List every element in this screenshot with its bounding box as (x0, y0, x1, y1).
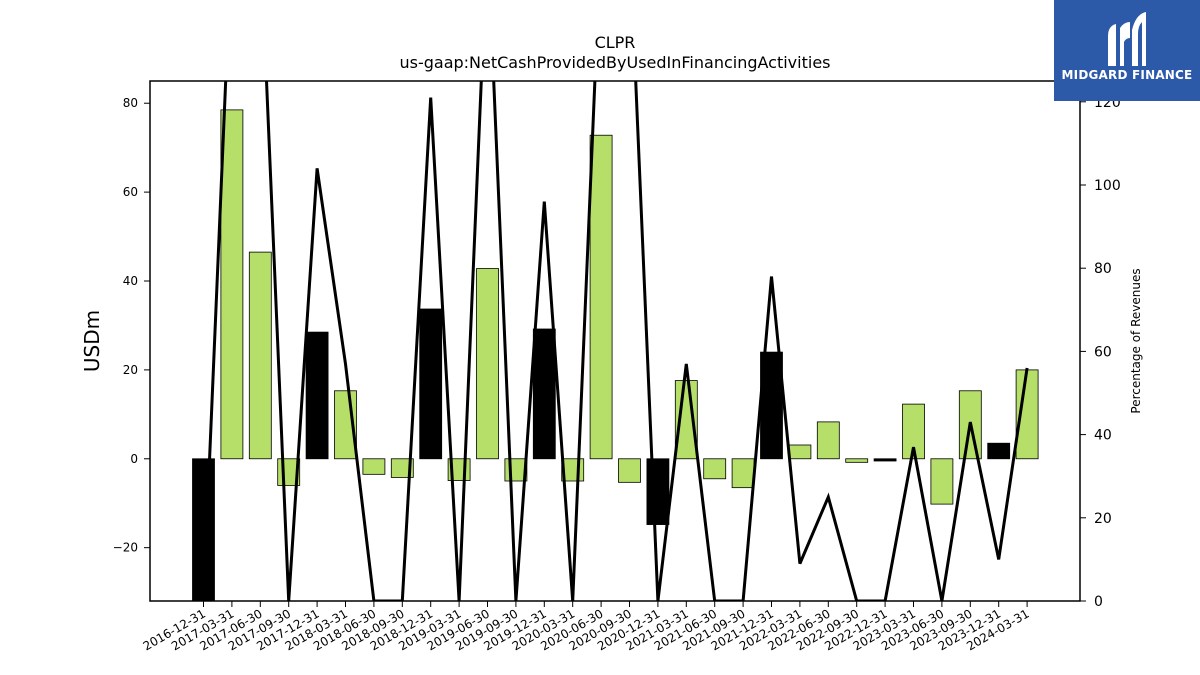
bar-2018-06-30 (362, 458, 386, 475)
bar-2017-06-30 (248, 251, 272, 460)
bars-group (192, 109, 1039, 602)
bar-2022-09-30 (845, 458, 869, 463)
bar-2022-12-31 (873, 458, 897, 462)
bar-2020-06-30 (589, 134, 613, 460)
y-tick-label: 20 (123, 363, 138, 377)
midgard-finance-logo: MIDGARD FINANCE (1054, 0, 1200, 101)
bar-2021-09-30 (731, 458, 755, 489)
bar-2017-03-31 (220, 109, 244, 460)
plot-frame (149, 80, 1081, 602)
y-axis-label: USDm (80, 310, 104, 372)
percentage-line (202, 81, 1029, 601)
bar-2018-09-30 (390, 458, 414, 478)
y2-tick-label: 100 (1094, 178, 1121, 194)
logo-text: MIDGARD FINANCE (1061, 68, 1193, 82)
y-tick-label: 40 (123, 274, 138, 288)
y2-tick-label: 0 (1094, 594, 1103, 610)
bar-2022-03-31 (788, 444, 812, 460)
y2-axis-label: Percentage of Revenues (1129, 268, 1143, 413)
bar-2020-12-31 (646, 458, 670, 525)
y-tick-label: −20 (113, 541, 138, 555)
bar-2023-12-31 (987, 442, 1011, 460)
y2-tick-label: 80 (1094, 261, 1112, 277)
y2-tick-label: 60 (1094, 344, 1112, 360)
y2-tick-label: 40 (1094, 428, 1112, 444)
midgard-logo-icon (1108, 12, 1146, 66)
bar-2019-12-31 (532, 328, 556, 460)
chart-subtitle: us-gaap:NetCashProvidedByUsedInFinancing… (399, 53, 830, 72)
x-axis-ticks: 2016-12-312017-03-312017-06-302017-09-30… (141, 601, 1032, 653)
y-tick-label: 60 (123, 185, 138, 199)
bar-2022-06-30 (816, 421, 840, 460)
y2-tick-label: 20 (1094, 511, 1112, 527)
chart-title: CLPR (595, 33, 636, 52)
bar-2020-09-30 (618, 458, 641, 483)
bar-2023-03-31 (902, 403, 925, 460)
bar-2018-12-31 (419, 308, 443, 460)
y-tick-label: 0 (130, 452, 138, 466)
y-tick-label: 80 (123, 96, 138, 110)
bar-2017-12-31 (305, 331, 329, 460)
bar-2021-06-30 (703, 458, 727, 480)
bar-2019-06-30 (476, 268, 499, 460)
y-axis-ticks: −20 0 20 40 60 80 (113, 96, 150, 555)
bar-2023-06-30 (930, 458, 954, 505)
